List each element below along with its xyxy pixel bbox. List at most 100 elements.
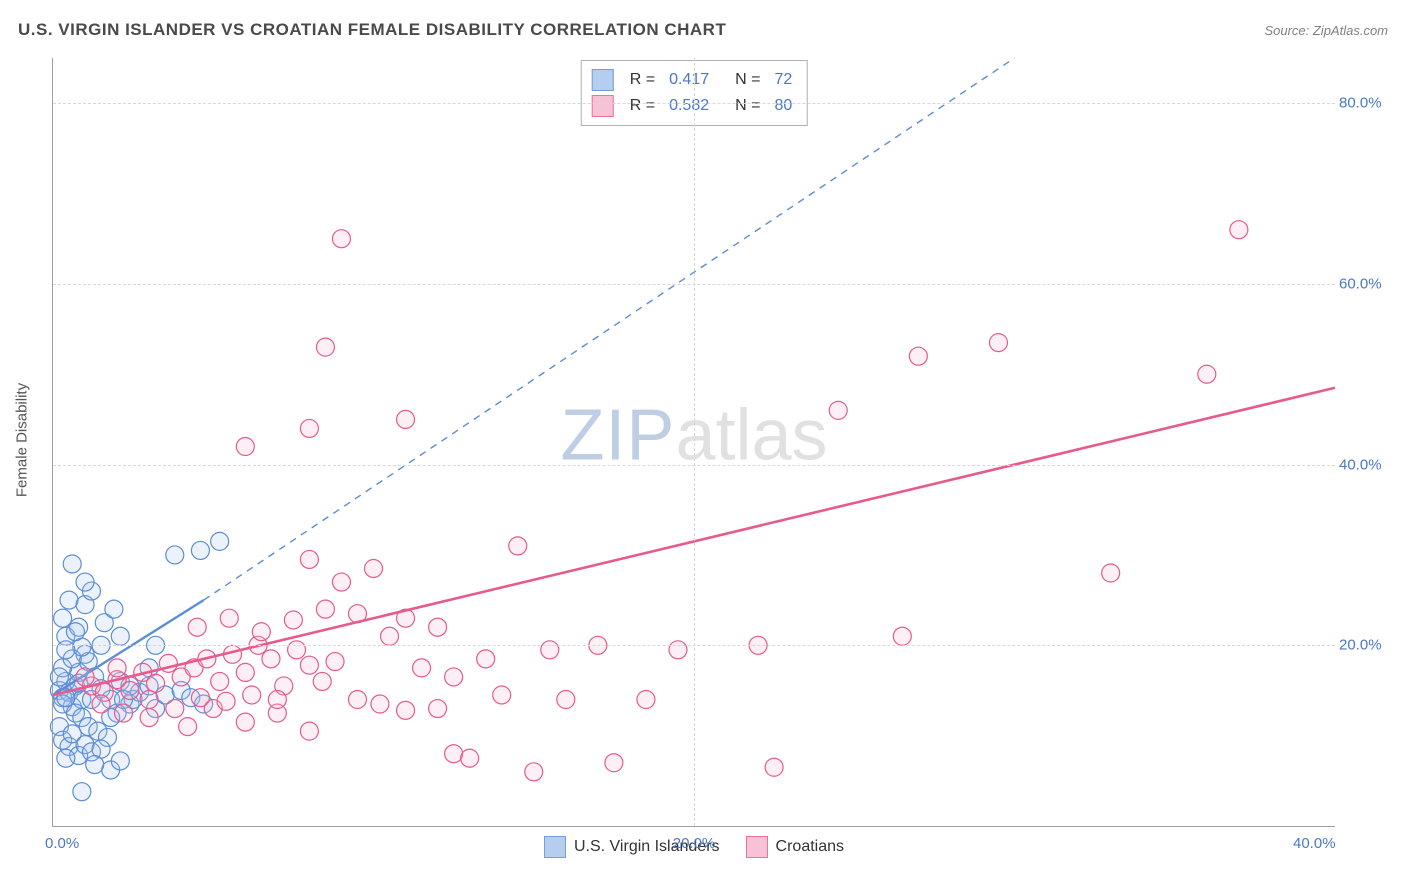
scatter-point-croatian [243, 686, 261, 704]
scatter-point-croatian [326, 653, 344, 671]
gridline-v [694, 58, 695, 826]
scatter-point-croatian [300, 656, 318, 674]
scatter-point-croatian [217, 692, 235, 710]
scatter-point-croatian [262, 650, 280, 668]
scatter-point-croatian [300, 550, 318, 568]
scatter-point-croatian [108, 659, 126, 677]
scatter-point-croatian [316, 338, 334, 356]
scatter-point-croatian [1230, 221, 1248, 239]
title-bar: U.S. VIRGIN ISLANDER VS CROATIAN FEMALE … [18, 20, 1388, 40]
swatch-croatian [746, 836, 768, 858]
scatter-point-croatian [493, 686, 511, 704]
scatter-point-croatian [332, 230, 350, 248]
scatter-point-usvi [60, 591, 78, 609]
scatter-point-usvi [63, 555, 81, 573]
scatter-point-usvi [66, 623, 84, 641]
scatter-point-usvi [191, 541, 209, 559]
scatter-point-croatian [365, 559, 383, 577]
scatter-point-croatian [477, 650, 495, 668]
scatter-point-croatian [445, 668, 463, 686]
scatter-point-usvi [54, 609, 72, 627]
scatter-point-croatian [637, 691, 655, 709]
scatter-point-croatian [429, 700, 447, 718]
scatter-point-croatian [397, 410, 415, 428]
scatter-point-croatian [211, 672, 229, 690]
scatter-point-croatian [541, 641, 559, 659]
n-value-usvi: 72 [774, 67, 792, 93]
scatter-point-croatian [381, 627, 399, 645]
scatter-point-croatian [147, 674, 165, 692]
swatch-croatian [592, 95, 614, 117]
scatter-point-croatian [525, 763, 543, 781]
scatter-point-croatian [166, 700, 184, 718]
scatter-point-croatian [220, 609, 238, 627]
n-value-croatian: 80 [774, 93, 792, 119]
scatter-point-croatian [300, 722, 318, 740]
scatter-point-croatian [765, 758, 783, 776]
scatter-point-usvi [105, 600, 123, 618]
scatter-point-usvi [57, 641, 75, 659]
chart-title: U.S. VIRGIN ISLANDER VS CROATIAN FEMALE … [18, 20, 726, 40]
scatter-point-croatian [397, 701, 415, 719]
legend-label-croatian: Croatians [776, 838, 844, 856]
scatter-point-croatian [605, 754, 623, 772]
scatter-point-croatian [252, 623, 270, 641]
scatter-point-croatian [236, 438, 254, 456]
scatter-point-croatian [115, 704, 133, 722]
scatter-point-usvi [111, 627, 129, 645]
scatter-point-croatian [909, 347, 927, 365]
y-tick-label: 60.0% [1339, 275, 1391, 292]
plot-area: ZIPatlas R =0.417N =72R =0.582N =80 U.S.… [52, 58, 1335, 827]
scatter-point-croatian [1198, 365, 1216, 383]
scatter-point-croatian [268, 691, 286, 709]
scatter-point-croatian [557, 691, 575, 709]
scatter-point-usvi [166, 546, 184, 564]
scatter-point-croatian [445, 745, 463, 763]
scatter-point-croatian [140, 691, 158, 709]
scatter-point-croatian [179, 718, 197, 736]
x-tick-label: 40.0% [1293, 835, 1335, 852]
scatter-point-croatian [332, 573, 350, 591]
trendline-dashed-usvi [204, 58, 1015, 600]
chart-container: U.S. VIRGIN ISLANDER VS CROATIAN FEMALE … [0, 0, 1406, 892]
scatter-point-croatian [669, 641, 687, 659]
r-eq-label: R = [630, 93, 655, 119]
scatter-point-croatian [191, 689, 209, 707]
y-tick-label: 80.0% [1339, 95, 1391, 112]
scatter-point-usvi [73, 783, 91, 801]
scatter-point-croatian [313, 672, 331, 690]
y-tick-label: 20.0% [1339, 637, 1391, 654]
legend-row-usvi: R =0.417N =72 [592, 67, 793, 93]
scatter-point-croatian [140, 709, 158, 727]
scatter-point-croatian [316, 600, 334, 618]
r-eq-label: R = [630, 67, 655, 93]
x-tick-label: 0.0% [45, 835, 79, 852]
scatter-point-usvi [211, 532, 229, 550]
legend-item-croatian: Croatians [746, 836, 844, 858]
scatter-point-croatian [236, 713, 254, 731]
source-label: Source: ZipAtlas.com [1264, 23, 1388, 38]
scatter-point-usvi [57, 749, 75, 767]
scatter-point-croatian [461, 749, 479, 767]
scatter-point-croatian [348, 691, 366, 709]
scatter-point-croatian [92, 695, 110, 713]
scatter-point-croatian [429, 618, 447, 636]
n-eq-label: N = [735, 67, 760, 93]
r-value-croatian: 0.582 [669, 93, 709, 119]
scatter-point-croatian [989, 334, 1007, 352]
swatch-usvi [544, 836, 566, 858]
x-tick-label: 20.0% [673, 835, 716, 852]
scatter-point-usvi [50, 668, 68, 686]
scatter-point-croatian [236, 663, 254, 681]
scatter-point-usvi [111, 752, 129, 770]
scatter-point-usvi [76, 573, 94, 591]
swatch-usvi [592, 69, 614, 91]
n-eq-label: N = [735, 93, 760, 119]
scatter-point-croatian [288, 641, 306, 659]
y-axis-label: Female Disability [14, 383, 31, 497]
scatter-point-usvi [86, 756, 104, 774]
y-tick-label: 40.0% [1339, 456, 1391, 473]
scatter-point-croatian [509, 537, 527, 555]
scatter-point-croatian [121, 681, 139, 699]
scatter-point-croatian [1102, 564, 1120, 582]
